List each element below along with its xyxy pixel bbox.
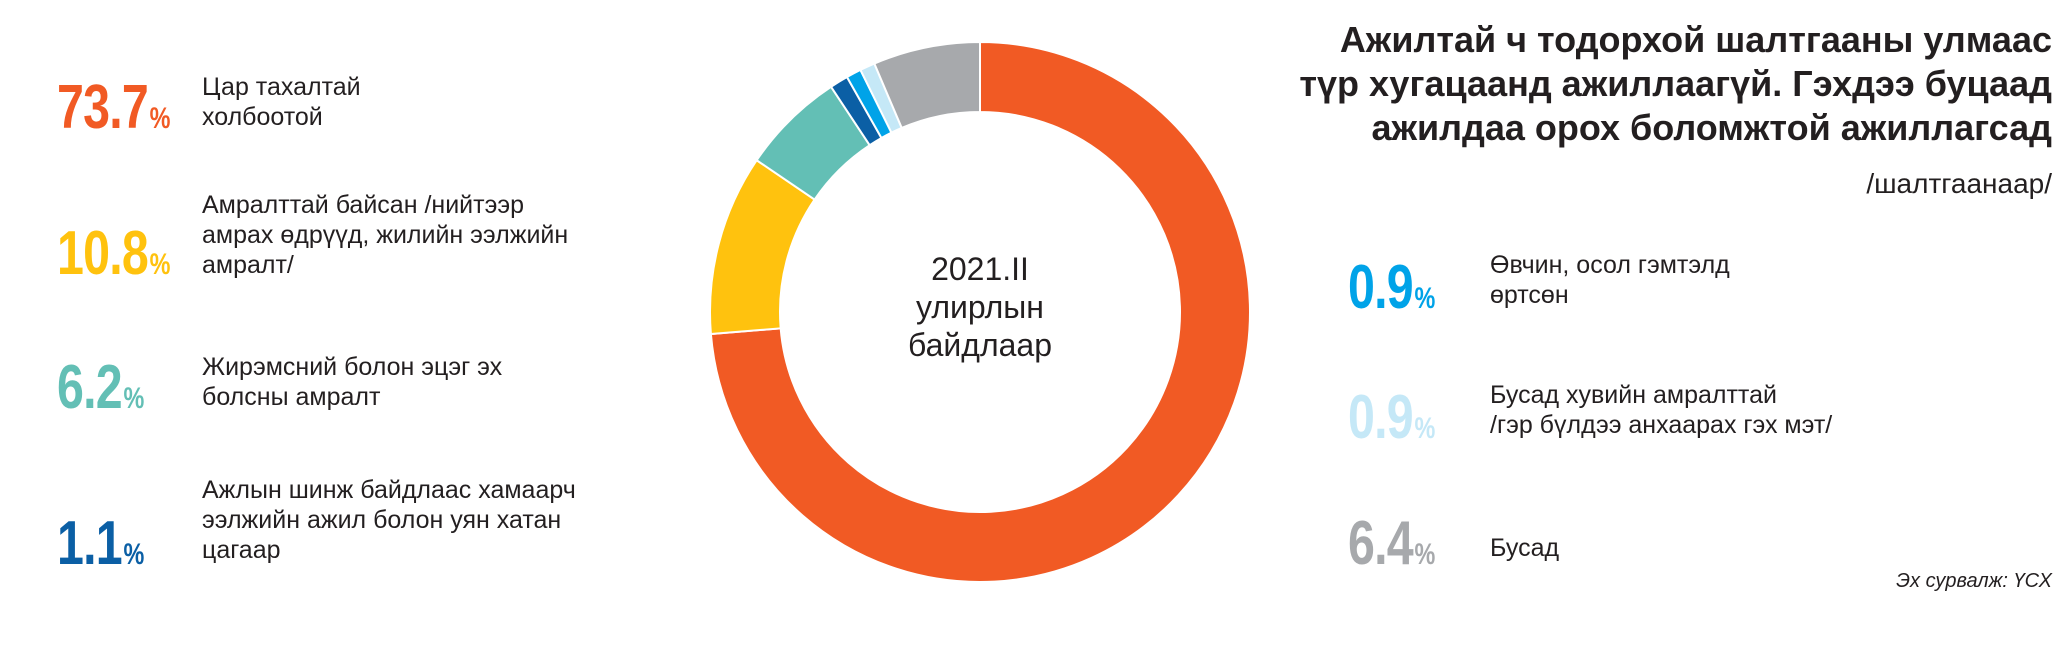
legend-value-6: 6.4% (1348, 508, 1435, 579)
percent-sign: % (149, 248, 171, 281)
legend-value-number: 73.7 (57, 73, 149, 142)
legend-value-1: 10.8% (57, 218, 170, 289)
legend-label-line: Бусад (1490, 534, 1560, 562)
legend-label-line: Өвчин, осол гэмтэлд (1490, 251, 1730, 279)
legend-label-5: Бусад хувийн амралттай /гэр бүлдээ анхаа… (1490, 380, 1832, 440)
legend-label-2: Жирэмсний болон эцэг эх болсны амралт (202, 352, 502, 412)
percent-sign: % (1414, 282, 1436, 315)
legend-value-number: 6.4 (1348, 509, 1414, 578)
legend-value-number: 6.2 (57, 353, 123, 422)
legend-value-5: 0.9% (1348, 382, 1435, 453)
legend-label-line: /гэр бүлдээ анхаарах гэх мэт/ (1490, 411, 1833, 439)
legend-label-1: Амралттай байсан /нийтээр амрах өдрүүд, … (202, 190, 568, 280)
legend-label-line: амрах өдрүүд, жилийн ээлжийн (202, 221, 569, 249)
chart-title-line: түр хугацаанд ажиллаагүй. Гэхдээ буцаад (1299, 63, 2052, 104)
donut-slice-0 (709, 40, 1251, 583)
legend-value-4: 0.9% (1348, 252, 1435, 323)
legend-label-line: амралт/ (202, 251, 294, 279)
percent-sign: % (149, 102, 171, 135)
percent-sign: % (1414, 538, 1436, 571)
legend-label-line: Амралттай байсан /нийтээр (202, 191, 525, 219)
legend-label-line: холбоотой (202, 103, 323, 131)
legend-label-line: Бусад хувийн амралттай (1490, 381, 1777, 409)
percent-sign: % (123, 382, 145, 415)
legend-label-line: өртсөн (1490, 281, 1569, 309)
legend-label-0: Цар тахалтай холбоотой (202, 72, 361, 132)
legend-value-number: 0.9 (1348, 383, 1414, 452)
legend-value-number: 0.9 (1348, 253, 1414, 322)
chart-title: Ажилтай ч тодорхой шалтгааны улмаас түр … (1192, 18, 2052, 150)
legend-label-3: Ажлын шинж байдлаас хамаарч ээлжийн ажил… (202, 475, 576, 565)
center-label-line: байдлаар (908, 327, 1052, 363)
percent-sign: % (1414, 412, 1436, 445)
legend-label-4: Өвчин, осол гэмтэлд өртсөн (1490, 250, 1730, 310)
legend-value-2: 6.2% (57, 352, 144, 423)
percent-sign: % (123, 538, 145, 571)
legend-value-0: 73.7% (57, 72, 170, 143)
legend-label-line: Ажлын шинж байдлаас хамаарч (202, 476, 576, 504)
legend-value-number: 1.1 (57, 509, 123, 578)
legend-label-6: Бусад (1490, 533, 1559, 563)
legend-label-line: ээлжийн ажил болон уян хатан (202, 506, 562, 534)
legend-label-line: Жирэмсний болон эцэг эх (202, 353, 503, 381)
legend-label-line: болсны амралт (202, 383, 381, 411)
legend-label-line: цагаар (202, 536, 281, 564)
center-label-line: улирлын (916, 289, 1044, 325)
legend-value-number: 10.8 (57, 219, 149, 288)
donut-chart (709, 40, 1251, 583)
legend-label-line: Цар тахалтай (202, 73, 361, 101)
chart-title-line: ажилдаа орох боломжтой ажиллагсад (1371, 107, 2052, 148)
chart-subtitle: /шалтгаанаар/ (1866, 168, 2052, 199)
chart-title-line: Ажилтай ч тодорхой шалтгааны улмаас (1339, 19, 2052, 60)
donut-slice-6 (873, 40, 981, 130)
legend-value-3: 1.1% (57, 508, 144, 579)
source-note: Эх сурвалж: ҮСХ (1896, 570, 2052, 592)
center-label-line: 2021.II (931, 251, 1029, 287)
